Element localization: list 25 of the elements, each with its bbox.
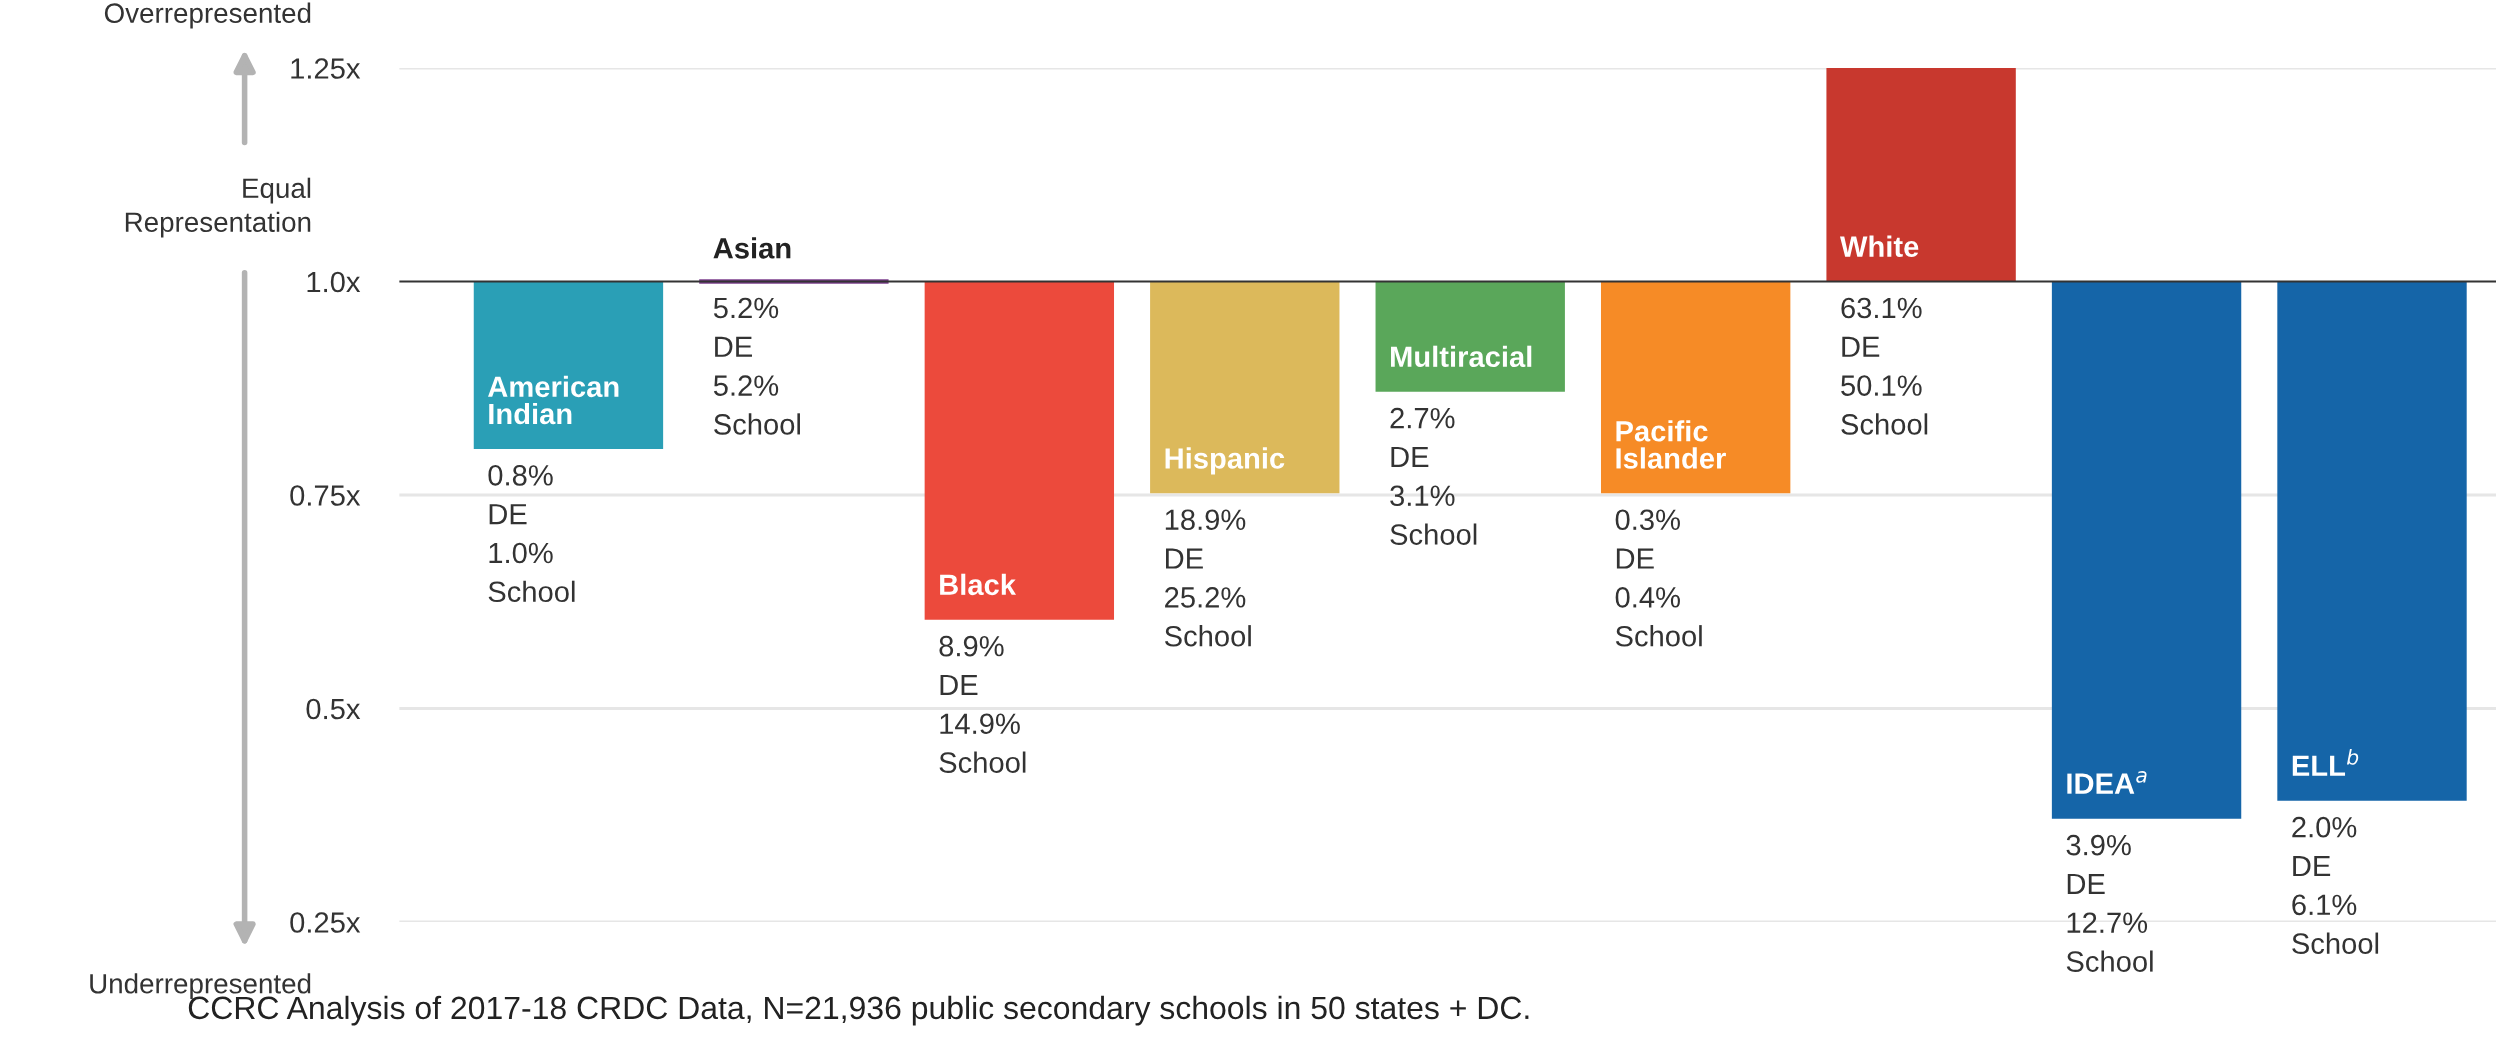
x-tick-label: Pacific Islander [1616, 420, 1726, 469]
annotation: 5.2% DE 5.2% School [713, 297, 800, 435]
annotation: 0.8% DE 1.0% School [488, 465, 575, 603]
text: Equal Representation [125, 177, 311, 238]
x-tick-label: Multiracial [1391, 345, 1532, 368]
y-tick-label: 1.25x [291, 58, 361, 79]
annotation: 0.3% DE 0.4% School [1615, 509, 1702, 647]
annotation: 8.9% DE 14.9% School [939, 635, 1026, 773]
y-tick-label: 0.5x [306, 698, 361, 720]
y-tick-label: 0.25x [290, 912, 361, 933]
text: Overrepresented [104, 2, 311, 29]
x-tick-label: White [1839, 235, 1919, 257]
annotation: 3.9% DE 12.7% School [2066, 834, 2153, 972]
x-tick-label: IDEA$^{a}$ [2067, 771, 2147, 794]
annotation: 2.7% DE 3.1% School [1390, 407, 1477, 545]
annotation: 63.1% DE 50.1% School [1841, 297, 1928, 435]
x-tick-label: Asian [713, 237, 791, 259]
y-tick-label: 0.75x [290, 485, 361, 506]
annotation: 18.9% DE 25.2% School [1164, 509, 1251, 647]
x-tick-label: ELL$^{b}$ [2292, 749, 2359, 776]
annotation: 2.0% DE 6.1% School [2292, 816, 2379, 954]
x-tick-label: Hispanic [1165, 447, 1285, 475]
x-tick-label: Black [940, 573, 1017, 596]
x-tick-label: American Indian [488, 375, 619, 425]
y-tick-label: 1.0x [307, 271, 361, 293]
